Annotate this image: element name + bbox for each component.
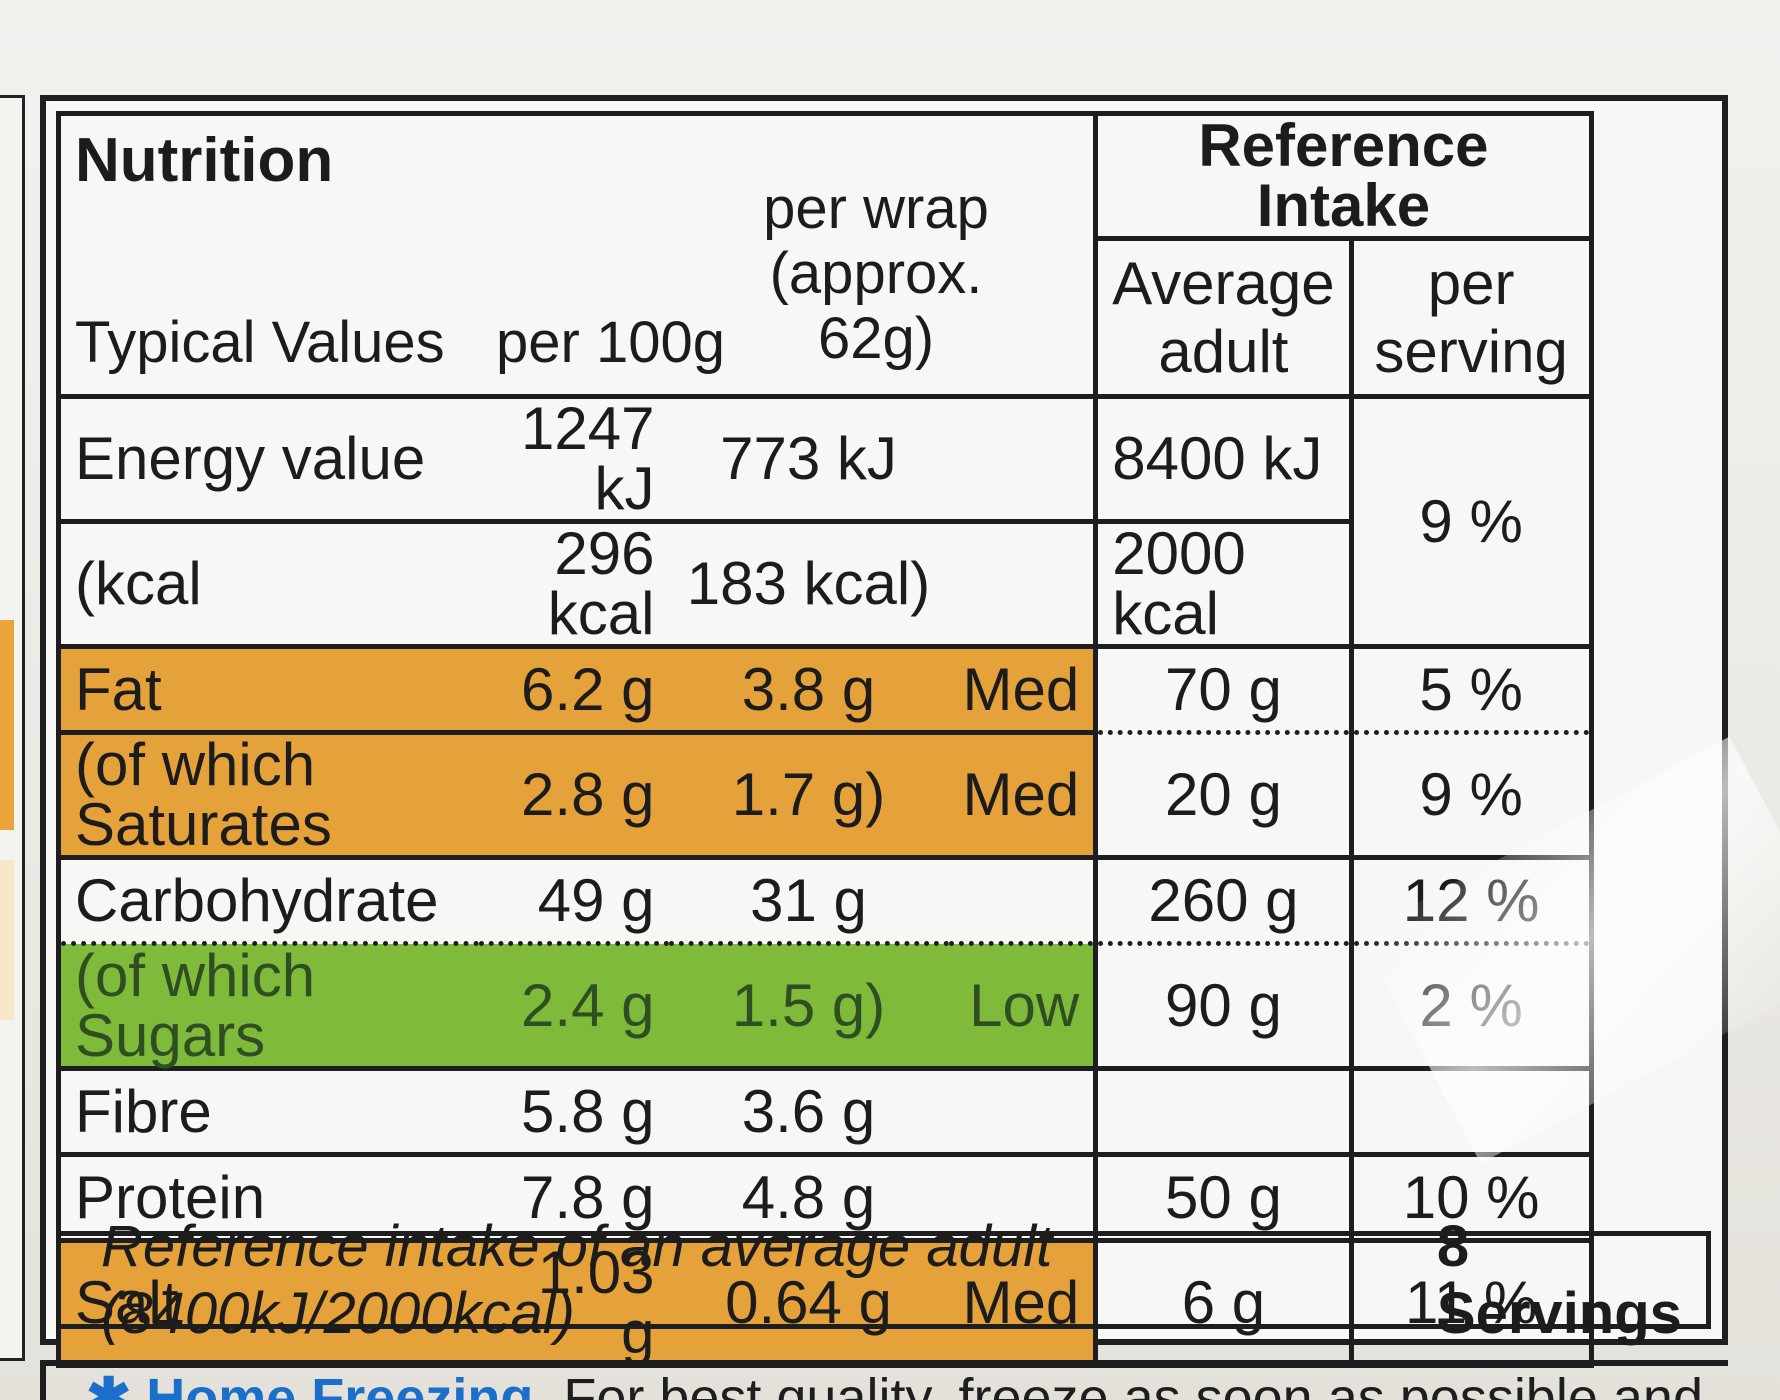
ri-percent — [1348, 1066, 1594, 1157]
nutrient-name: Fat — [56, 644, 479, 735]
home-freezing-panel: ✱ Home Freezing For best quality, freeze … — [40, 1360, 1728, 1400]
value-per-wrap: 183 kcal) — [668, 519, 949, 649]
traffic-level: Med — [948, 730, 1099, 860]
traffic-level — [948, 1152, 1099, 1243]
ri-percent: 2 % — [1348, 943, 1594, 1071]
nutrient-name: Protein — [56, 1152, 479, 1243]
table-row: Fat 6.2 g 3.8 g Med 70 g 5 % — [56, 644, 1594, 735]
table-row: Salt 1.03 g 0.64 g Med 6 g 11 % — [56, 1238, 1594, 1368]
ri-amount — [1093, 1066, 1354, 1157]
nutrient-name: Carbohydrate — [56, 855, 479, 946]
ri-amount: 70 g — [1093, 644, 1354, 735]
ri-amount: 90 g — [1093, 943, 1354, 1071]
ri-percent: 9 % — [1348, 394, 1594, 649]
reference-intake-title: Reference Intake — [1093, 111, 1594, 241]
per100g-header: per 100g — [496, 310, 725, 375]
typical-values-header: Typical Values — [75, 310, 445, 375]
value-per100g: 2.4 g — [478, 943, 669, 1071]
traffic-level: Low — [948, 943, 1099, 1071]
value-per100g: 1.03 g — [478, 1238, 669, 1368]
value-per-wrap: 3.6 g — [668, 1066, 949, 1157]
value-per100g: 6.2 g — [478, 644, 669, 735]
value-per100g: 2.8 g — [478, 730, 669, 860]
servings-count: 8 Servings — [1436, 1214, 1682, 1346]
adjacent-cream-swatch — [0, 860, 14, 1020]
ri-percent: 11 % — [1348, 1238, 1594, 1368]
ri-percent: 9 % — [1348, 730, 1594, 860]
ri-amount: 2000 kcal — [1093, 519, 1354, 649]
value-per100g: 1247 kJ — [478, 394, 669, 524]
table-row: Energy value 1247 kJ 773 kJ 8400 kJ 9 % — [56, 394, 1594, 649]
nutrition-panel: Nutrition Typical Values per 100g per wr… — [40, 95, 1728, 1368]
nutrition-header-cell: Nutrition Typical Values per 100g per wr… — [55, 111, 1099, 399]
home-freezing-title: Home Freezing — [146, 1368, 534, 1400]
average-adult-line1: Average — [1112, 250, 1335, 318]
value-per100g: 7.8 g — [478, 1152, 669, 1243]
table-row: Protein 7.8 g 4.8 g 50 g 10 % — [56, 1152, 1594, 1243]
table-row: Carbohydrate 49 g 31 g 260 g 12 % — [56, 855, 1594, 946]
nutrition-table: Nutrition Typical Values per 100g per wr… — [55, 111, 1594, 1368]
ri-percent: 10 % — [1348, 1152, 1594, 1243]
per-serving-line2: serving — [1374, 317, 1568, 385]
nutrient-name: Energy value — [56, 394, 479, 524]
value-per-wrap: 1.7 g) — [668, 730, 949, 860]
value-per-wrap: 31 g — [668, 855, 949, 946]
table-row: (of which Sugars 2.4 g 1.5 g) Low 90 g 2… — [56, 943, 1594, 1071]
traffic-level — [948, 855, 1099, 946]
per-wrap-header-line1: per wrap — [763, 176, 989, 242]
table-row: (kcal 296 kcal 183 kcal) 2000 kcal — [56, 519, 1592, 649]
traffic-level: Med — [948, 1238, 1099, 1368]
value-per-wrap: 1.5 g) — [668, 943, 949, 1071]
nutrient-name: (of which Sugars — [56, 943, 479, 1071]
nutrient-name: Fibre — [56, 1066, 479, 1157]
per-wrap-header: per wrap (approx. 62g) — [711, 176, 1041, 372]
value-per100g: 296 kcal — [478, 519, 669, 649]
nutrient-name: (kcal — [56, 519, 479, 649]
adjacent-amber-swatch — [0, 620, 14, 830]
ri-amount: 8400 kJ — [1093, 394, 1354, 524]
ri-amount: 6 g — [1093, 1238, 1354, 1368]
value-per-wrap: 0.64 g — [668, 1238, 949, 1368]
home-freezing-text: For best quality, freeze as soon as poss… — [563, 1368, 1703, 1400]
value-per-wrap: 3.8 g — [668, 644, 949, 735]
snowflake-icon: ✱ — [86, 1368, 147, 1400]
value-per-wrap: 773 kJ — [668, 394, 949, 524]
value-per-wrap: 4.8 g — [668, 1152, 949, 1243]
per-serving-header: per serving — [1348, 236, 1594, 399]
nutrition-title: Nutrition — [75, 126, 334, 195]
nutrient-name: (of which Saturates — [56, 730, 479, 860]
traffic-level — [948, 519, 1099, 649]
footer-text: Reference intake of an average adult (84… — [101, 1214, 1053, 1346]
value-per100g: 49 g — [478, 855, 669, 946]
traffic-level — [948, 1066, 1099, 1157]
reference-intake-footer: Reference intake of an average adult (84… — [56, 1214, 1711, 1346]
average-adult-line2: adult — [1158, 317, 1289, 385]
ri-amount: 50 g — [1093, 1152, 1354, 1243]
ri-percent: 5 % — [1348, 644, 1594, 735]
table-row: (of which Saturates 2.8 g 1.7 g) Med 20 … — [56, 730, 1594, 860]
per-wrap-header-line2: (approx. 62g) — [769, 241, 983, 372]
ri-amount: 20 g — [1093, 730, 1354, 860]
per-serving-line1: per — [1427, 250, 1515, 318]
ri-percent: 12 % — [1348, 855, 1594, 946]
ri-amount: 260 g — [1093, 855, 1354, 946]
traffic-level: Med — [948, 644, 1099, 735]
value-per100g: 5.8 g — [478, 1066, 669, 1157]
table-row: Fibre 5.8 g 3.6 g — [56, 1066, 1594, 1157]
traffic-level — [948, 394, 1099, 524]
average-adult-header: Average adult — [1093, 236, 1354, 399]
